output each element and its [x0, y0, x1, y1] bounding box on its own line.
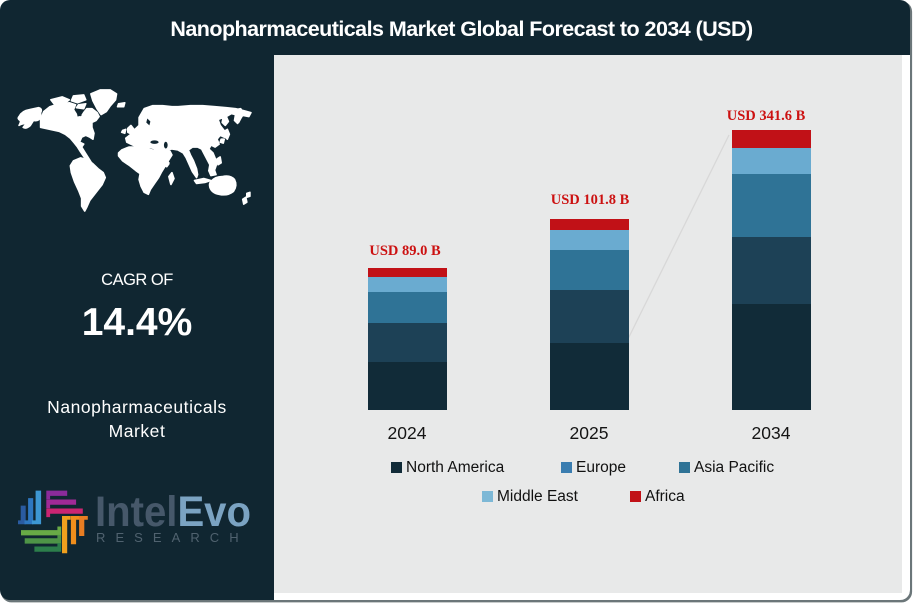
svg-text:IntelEvo: IntelEvo	[95, 489, 251, 536]
svg-text:RESEARCH: RESEARCH	[96, 530, 251, 545]
